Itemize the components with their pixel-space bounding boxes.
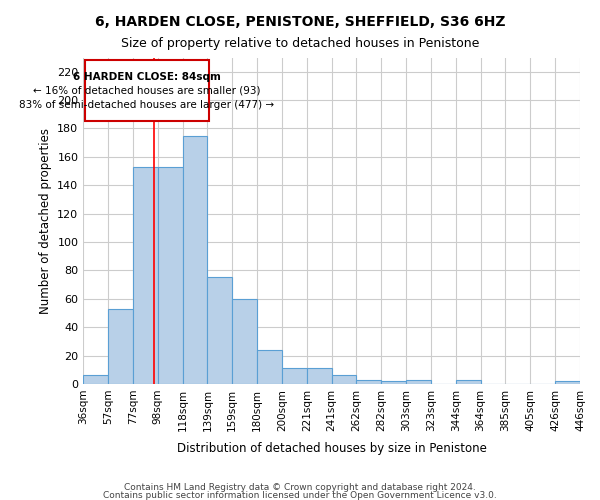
- Bar: [85, 60, 209, 122]
- Text: 83% of semi-detached houses are larger (477) →: 83% of semi-detached houses are larger (…: [19, 100, 274, 110]
- Bar: [555, 381, 580, 384]
- Bar: [406, 380, 431, 384]
- Bar: [182, 136, 208, 384]
- Text: Size of property relative to detached houses in Penistone: Size of property relative to detached ho…: [121, 38, 479, 51]
- Bar: [282, 368, 307, 384]
- Text: 6 HARDEN CLOSE: 84sqm: 6 HARDEN CLOSE: 84sqm: [73, 72, 221, 82]
- Bar: [257, 350, 282, 384]
- Text: ← 16% of detached houses are smaller (93): ← 16% of detached houses are smaller (93…: [33, 86, 260, 96]
- Text: Contains public sector information licensed under the Open Government Licence v3: Contains public sector information licen…: [103, 491, 497, 500]
- Y-axis label: Number of detached properties: Number of detached properties: [38, 128, 52, 314]
- Bar: [108, 308, 133, 384]
- Bar: [83, 376, 108, 384]
- Bar: [382, 381, 406, 384]
- Bar: [208, 278, 232, 384]
- Text: 6, HARDEN CLOSE, PENISTONE, SHEFFIELD, S36 6HZ: 6, HARDEN CLOSE, PENISTONE, SHEFFIELD, S…: [95, 15, 505, 29]
- X-axis label: Distribution of detached houses by size in Penistone: Distribution of detached houses by size …: [176, 442, 487, 455]
- Bar: [133, 167, 158, 384]
- Bar: [456, 380, 481, 384]
- Bar: [232, 299, 257, 384]
- Bar: [356, 380, 382, 384]
- Bar: [307, 368, 332, 384]
- Bar: [332, 376, 356, 384]
- Text: Contains HM Land Registry data © Crown copyright and database right 2024.: Contains HM Land Registry data © Crown c…: [124, 484, 476, 492]
- Bar: [158, 167, 182, 384]
